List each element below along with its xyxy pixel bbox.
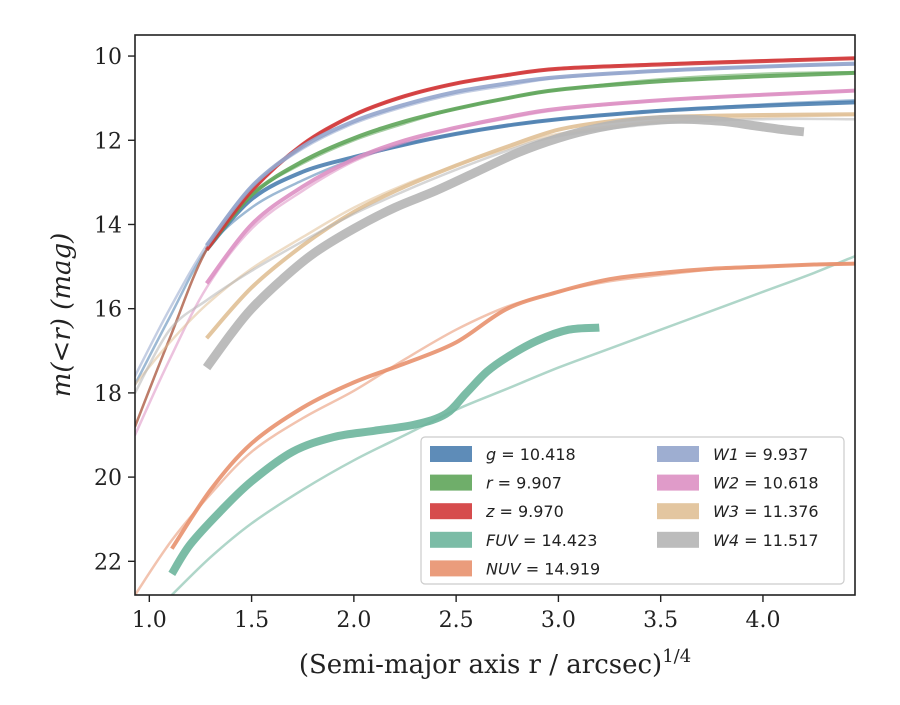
y-tick-label: 20 xyxy=(94,466,122,491)
legend-swatch xyxy=(657,531,699,548)
series-nuv xyxy=(135,261,855,595)
series-g-model-line xyxy=(135,99,855,386)
legend-item-w3: W3 = 11.376 xyxy=(657,502,819,521)
legend-label: W1 = 9.937 xyxy=(713,445,808,464)
x-axis-label-text: (Semi-major axis r / arcsec) xyxy=(299,650,662,680)
y-axis: 10 12 14 16 18 20 22 xyxy=(94,45,135,575)
legend-item-fuv: FUV = 14.423 xyxy=(430,531,597,550)
x-tick-label: 2.5 xyxy=(439,608,474,633)
x-axis: 1.0 1.5 2.0 2.5 3.0 3.5 4.0 xyxy=(132,595,780,633)
y-tick-label: 12 xyxy=(94,129,122,154)
series-g-line xyxy=(205,100,855,252)
series-w2-model-line xyxy=(135,89,855,437)
y-tick-label: 16 xyxy=(94,298,122,323)
series-z-line xyxy=(205,56,855,251)
legend-swatch xyxy=(657,474,699,491)
series-w1-line xyxy=(205,61,855,247)
legend-swatch xyxy=(430,560,472,577)
legend-item-w1: W1 = 9.937 xyxy=(657,445,808,464)
y-tick-label: 14 xyxy=(94,213,122,238)
legend-swatch xyxy=(657,446,699,462)
legend-item-nuv: NUV = 14.919 xyxy=(430,559,600,578)
legend-swatch xyxy=(657,503,699,520)
series-g xyxy=(135,99,855,386)
legend-label: NUV = 14.919 xyxy=(486,559,600,578)
series-fuv-line xyxy=(168,323,600,577)
y-tick-label: 22 xyxy=(94,550,122,575)
x-tick-label: 2.0 xyxy=(336,608,371,633)
x-tick-label: 3.5 xyxy=(643,608,678,633)
legend-label: r = 9.907 xyxy=(486,474,562,493)
y-tick-label: 18 xyxy=(94,382,122,407)
x-tick-label: 1.5 xyxy=(234,608,269,633)
series-fuv-model-line xyxy=(170,254,855,595)
legend-item-w2: W2 = 10.618 xyxy=(657,474,819,493)
series-w1-model-line xyxy=(135,63,855,378)
legend-label: W2 = 10.618 xyxy=(713,474,819,493)
legend-label: z = 9.970 xyxy=(485,502,564,521)
legend-item-r: r = 9.907 xyxy=(430,474,562,493)
series-w4 xyxy=(135,114,855,395)
series-w2 xyxy=(135,88,855,437)
series-w1 xyxy=(135,61,855,378)
series-nuv-line xyxy=(170,261,855,550)
x-tick-label: 4.0 xyxy=(745,608,780,633)
x-tick-label: 3.0 xyxy=(541,608,576,633)
legend-item-w4: W4 = 11.517 xyxy=(657,531,819,550)
legend-label: FUV = 14.423 xyxy=(486,531,597,550)
series-r-line xyxy=(205,70,855,251)
series-layer xyxy=(135,56,855,595)
x-axis-label: (Semi-major axis r / arcsec)1/4 xyxy=(299,646,691,680)
x-tick-label: 1.0 xyxy=(132,608,167,633)
series-fuv xyxy=(168,254,855,595)
plot-frame xyxy=(134,34,856,596)
series-w3-line xyxy=(205,112,855,340)
legend-item-g: g = 10.418 xyxy=(430,445,576,464)
y-tick-label: 10 xyxy=(94,45,122,70)
legend-swatch xyxy=(430,474,472,491)
legend-box xyxy=(420,436,845,585)
y-axis-label: m(<r) (mag) xyxy=(47,233,77,398)
series-w2-line xyxy=(205,88,855,285)
legend: g = 10.418 r = 9.907 z = 9.970 FUV = 14.423… xyxy=(420,436,845,585)
x-axis-label-exponent: 1/4 xyxy=(662,646,691,667)
legend-swatch xyxy=(430,503,472,520)
legend-label: W4 = 11.517 xyxy=(713,531,819,550)
legend-swatch xyxy=(430,531,472,548)
legend-label: W3 = 11.376 xyxy=(713,502,819,521)
series-w4-line xyxy=(202,114,805,371)
legend-swatch xyxy=(430,446,472,462)
legend-label: g = 10.418 xyxy=(486,445,576,464)
legend-item-z: z = 9.970 xyxy=(430,502,564,521)
